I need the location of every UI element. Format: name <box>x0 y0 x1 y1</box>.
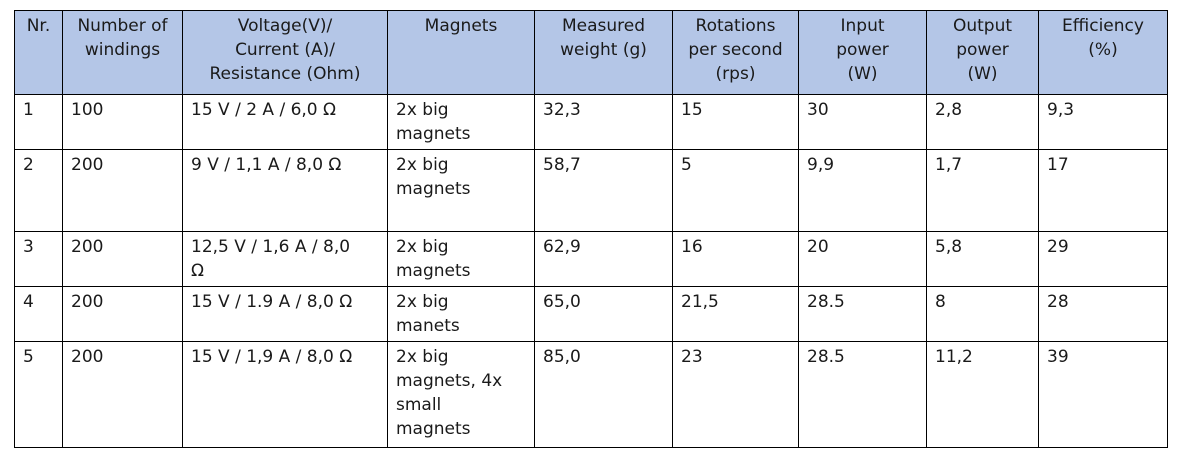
header-magnets: Magnets <box>387 10 535 95</box>
cell-output-power: 1,7 <box>926 149 1039 232</box>
cell-input-power: 9,9 <box>798 149 927 232</box>
header-row: Nr. Number of windings Voltage(V)/ Curre… <box>14 10 1168 95</box>
cell-magnets: 2x big magnets <box>387 149 535 232</box>
cell-efficiency: 29 <box>1038 231 1168 287</box>
cell-voltage-current-resistance: 9 V / 1,1 A / 8,0 Ω <box>182 149 388 232</box>
cell-rotations: 23 <box>672 341 799 448</box>
cell-input-power: 30 <box>798 94 927 150</box>
cell-weight: 65,0 <box>534 286 673 342</box>
table-row: 1 100 15 V / 2 A / 6,0 Ω 2x big magnets … <box>14 94 1168 150</box>
cell-nr: 5 <box>14 341 63 448</box>
cell-input-power: 28.5 <box>798 341 927 448</box>
cell-input-power: 20 <box>798 231 927 287</box>
cell-windings: 200 <box>62 149 183 232</box>
cell-nr: 1 <box>14 94 63 150</box>
cell-efficiency: 39 <box>1038 341 1168 448</box>
cell-voltage-current-resistance: 12,5 V / 1,6 A / 8,0 Ω <box>182 231 388 287</box>
table-row: 3 200 12,5 V / 1,6 A / 8,0 Ω 2x big magn… <box>14 231 1168 287</box>
cell-magnets: 2x big magnets <box>387 94 535 150</box>
cell-magnets: 2x big manets <box>387 286 535 342</box>
header-nr: Nr. <box>14 10 63 95</box>
cell-windings: 200 <box>62 341 183 448</box>
table-row: 5 200 15 V / 1,9 A / 8,0 Ω 2x big magnet… <box>14 341 1168 448</box>
results-table-container: Nr. Number of windings Voltage(V)/ Curre… <box>14 10 1168 448</box>
cell-voltage-current-resistance: 15 V / 1.9 A / 8,0 Ω <box>182 286 388 342</box>
cell-rotations: 16 <box>672 231 799 287</box>
cell-weight: 62,9 <box>534 231 673 287</box>
cell-nr: 2 <box>14 149 63 232</box>
cell-output-power: 8 <box>926 286 1039 342</box>
cell-voltage-current-resistance: 15 V / 1,9 A / 8,0 Ω <box>182 341 388 448</box>
cell-output-power: 11,2 <box>926 341 1039 448</box>
cell-nr: 4 <box>14 286 63 342</box>
results-table: Nr. Number of windings Voltage(V)/ Curre… <box>14 10 1168 448</box>
cell-rotations: 15 <box>672 94 799 150</box>
header-efficiency: Efficiency (%) <box>1038 10 1168 95</box>
cell-input-power: 28.5 <box>798 286 927 342</box>
cell-output-power: 5,8 <box>926 231 1039 287</box>
table-row: 4 200 15 V / 1.9 A / 8,0 Ω 2x big manets… <box>14 286 1168 342</box>
cell-efficiency: 9,3 <box>1038 94 1168 150</box>
cell-rotations: 5 <box>672 149 799 232</box>
cell-windings: 200 <box>62 286 183 342</box>
header-output-power: Output power (W) <box>926 10 1039 95</box>
cell-magnets: 2x big magnets, 4x small magnets <box>387 341 535 448</box>
cell-nr: 3 <box>14 231 63 287</box>
cell-efficiency: 17 <box>1038 149 1168 232</box>
cell-efficiency: 28 <box>1038 286 1168 342</box>
cell-weight: 85,0 <box>534 341 673 448</box>
header-voltage-current-resistance: Voltage(V)/ Current (A)/ Resistance (Ohm… <box>182 10 388 95</box>
cell-weight: 32,3 <box>534 94 673 150</box>
header-rotations: Rotations per second (rps) <box>672 10 799 95</box>
cell-output-power: 2,8 <box>926 94 1039 150</box>
cell-windings: 200 <box>62 231 183 287</box>
cell-voltage-current-resistance: 15 V / 2 A / 6,0 Ω <box>182 94 388 150</box>
header-weight: Measured weight (g) <box>534 10 673 95</box>
cell-rotations: 21,5 <box>672 286 799 342</box>
cell-windings: 100 <box>62 94 183 150</box>
header-windings: Number of windings <box>62 10 183 95</box>
header-input-power: Input power (W) <box>798 10 927 95</box>
cell-weight: 58,7 <box>534 149 673 232</box>
cell-magnets: 2x big magnets <box>387 231 535 287</box>
table-row: 2 200 9 V / 1,1 A / 8,0 Ω 2x big magnets… <box>14 149 1168 232</box>
